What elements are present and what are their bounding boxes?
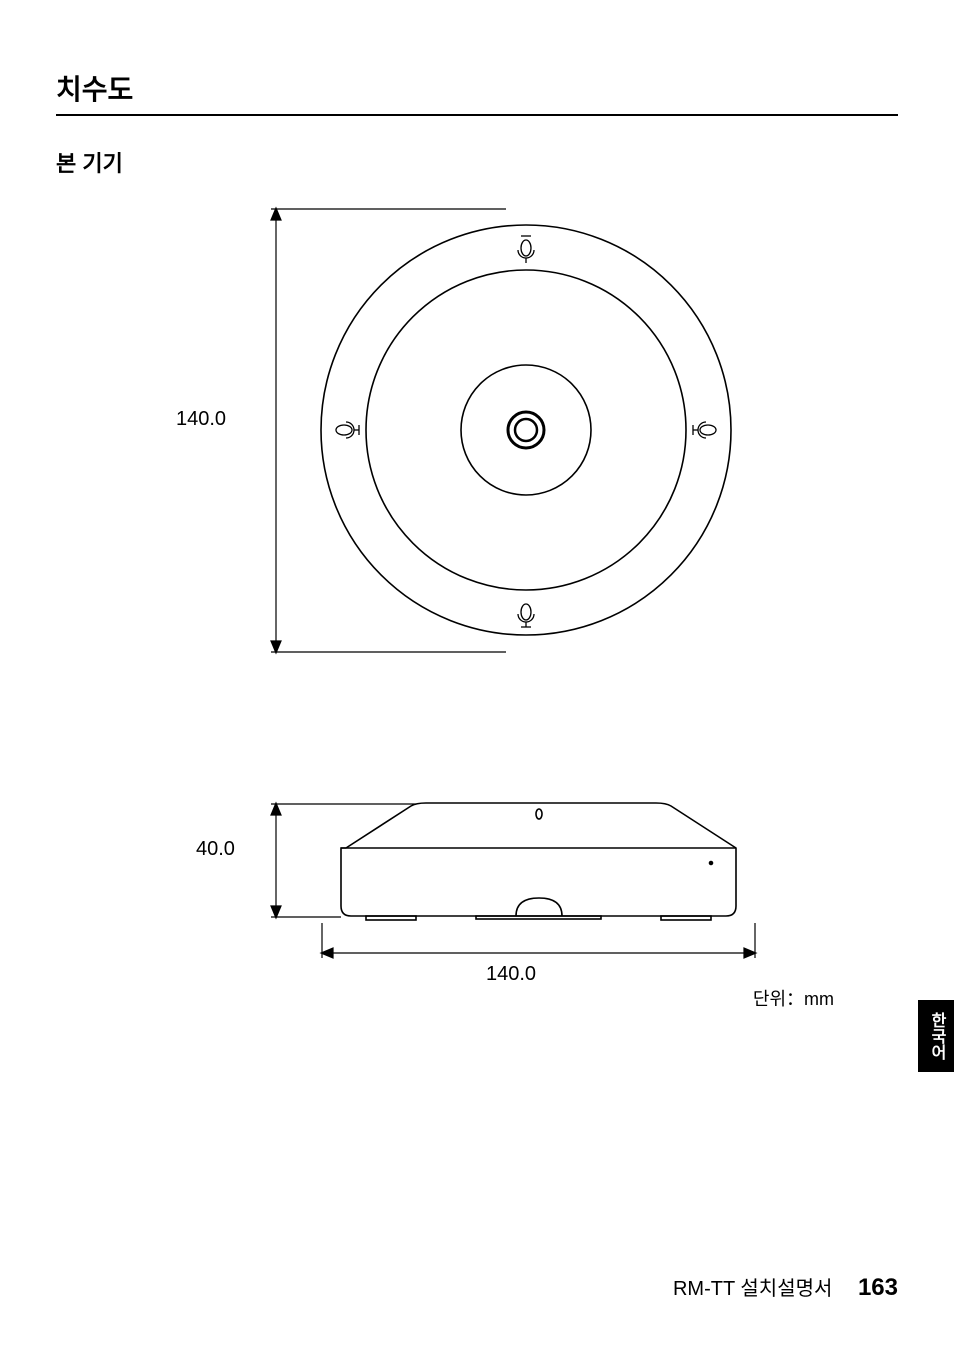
section-title: 치수도 [56, 68, 898, 116]
language-tab: 한국어 [918, 1000, 954, 1072]
footer-doc: 설치설명서 [740, 1278, 832, 1300]
subsection-title: 본 기기 [56, 146, 898, 178]
side-view-diagram: 40.0 140.0 [56, 778, 898, 998]
unit-label: 단위：mm [753, 985, 834, 1011]
footer-model: RM-TT [673, 1278, 735, 1300]
page-footer: RM-TT 설치설명서 163 [673, 1272, 898, 1302]
footer-page-number: 163 [858, 1274, 898, 1301]
top-view-diagram: 140.0 [56, 198, 898, 678]
